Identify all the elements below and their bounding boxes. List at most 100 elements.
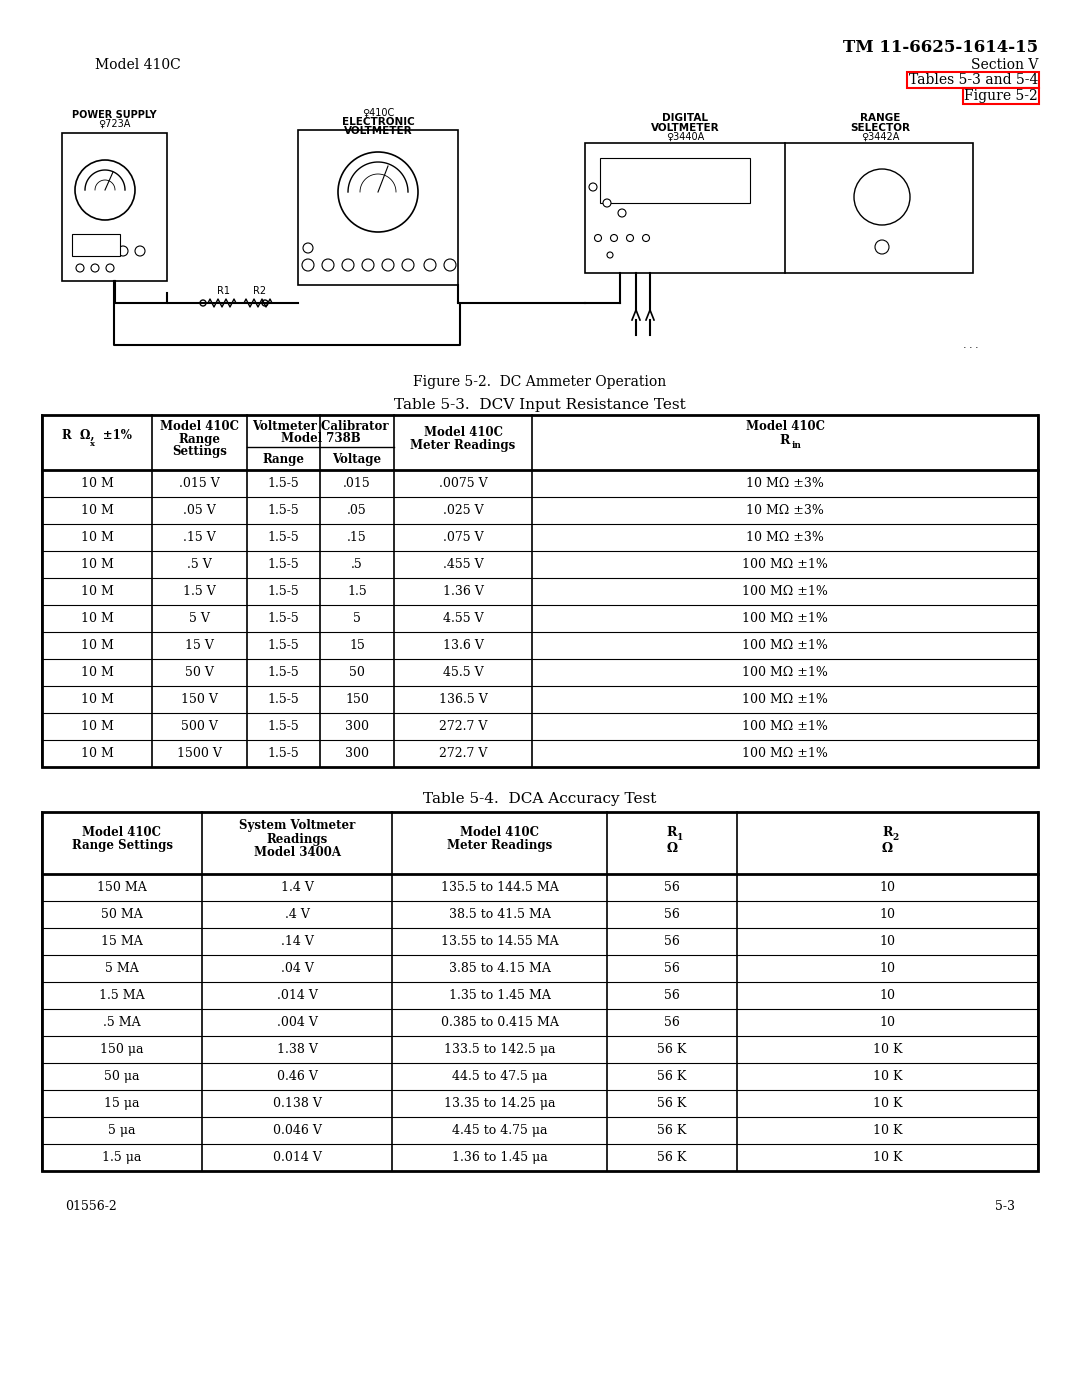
Text: DIGITAL: DIGITAL	[662, 113, 708, 123]
Bar	[72, 234, 120, 256]
Text: 56 K: 56 K	[658, 1071, 687, 1083]
Text: 38.5 to 41.5 MA: 38.5 to 41.5 MA	[448, 907, 551, 921]
Text: 5 MA: 5 MA	[105, 962, 139, 974]
Circle shape	[607, 252, 613, 258]
Text: .015 V: .015 V	[179, 477, 220, 491]
Text: 10 MΩ ±3%: 10 MΩ ±3%	[746, 477, 824, 491]
Bar	[298, 130, 458, 284]
Circle shape	[402, 259, 414, 270]
Text: 10 M: 10 M	[81, 719, 113, 733]
Circle shape	[594, 234, 602, 241]
Text: 150: 150	[346, 693, 369, 705]
Text: 13.55 to 14.55 MA: 13.55 to 14.55 MA	[441, 935, 558, 948]
Text: 100 MΩ ±1%: 100 MΩ ±1%	[742, 612, 828, 625]
Text: R: R	[882, 825, 893, 839]
Text: Tables 5-3 and 5-4: Tables 5-3 and 5-4	[908, 72, 1038, 86]
Text: .15 V: .15 V	[184, 531, 216, 544]
Text: 56: 56	[664, 881, 680, 894]
Text: 136.5 V: 136.5 V	[438, 693, 487, 705]
Text: 15 MA: 15 MA	[102, 935, 143, 948]
Text: .455 V: .455 V	[443, 558, 484, 572]
Text: R2: R2	[254, 286, 267, 296]
Text: 272.7 V: 272.7 V	[438, 747, 487, 760]
Text: 100 MΩ ±1%: 100 MΩ ±1%	[742, 747, 828, 760]
Text: .0075 V: .0075 V	[438, 477, 487, 491]
Text: 56: 56	[664, 935, 680, 948]
Text: 10 M: 10 M	[81, 693, 113, 705]
Text: 56 K: 56 K	[658, 1097, 687, 1110]
Text: 10 K: 10 K	[873, 1043, 902, 1057]
Text: Section V: Section V	[971, 59, 1038, 72]
Text: 4.45 to 4.75 μa: 4.45 to 4.75 μa	[451, 1124, 548, 1138]
Text: 1.5-5: 1.5-5	[268, 558, 299, 572]
Circle shape	[382, 259, 394, 270]
Text: 15 μa: 15 μa	[105, 1097, 139, 1110]
Text: Figure 5-2: Figure 5-2	[964, 89, 1038, 103]
Text: VOLTMETER: VOLTMETER	[650, 123, 719, 132]
Bar	[585, 144, 973, 273]
Text: 13.35 to 14.25 μa: 13.35 to 14.25 μa	[444, 1097, 555, 1110]
Text: 1.5-5: 1.5-5	[268, 477, 299, 491]
Text: ELECTRONIC: ELECTRONIC	[341, 117, 415, 127]
Text: 1.36 V: 1.36 V	[443, 585, 484, 598]
Text: Range Settings: Range Settings	[71, 839, 173, 852]
Text: 3.85 to 4.15 MA: 3.85 to 4.15 MA	[448, 962, 551, 974]
Text: 1.5 MA: 1.5 MA	[99, 988, 145, 1002]
Text: .: .	[975, 340, 978, 350]
Text: 56 K: 56 K	[658, 1043, 687, 1057]
Text: 100 MΩ ±1%: 100 MΩ ±1%	[742, 585, 828, 598]
Text: 1500 V: 1500 V	[177, 747, 221, 760]
Text: Ω: Ω	[882, 842, 893, 855]
Text: 10: 10	[879, 935, 895, 948]
Text: Model 410C: Model 410C	[423, 427, 502, 439]
Circle shape	[854, 169, 910, 224]
Text: 0.014 V: 0.014 V	[272, 1151, 322, 1164]
Text: .004 V: .004 V	[276, 1016, 318, 1029]
Text: x: x	[90, 441, 95, 447]
Text: .15: .15	[347, 531, 367, 544]
Text: 50 V: 50 V	[185, 666, 214, 679]
Text: ♀723A: ♀723A	[98, 118, 131, 130]
Text: 56: 56	[664, 988, 680, 1002]
Text: .5: .5	[351, 558, 363, 572]
Circle shape	[118, 245, 129, 256]
Text: Meter Readings: Meter Readings	[410, 439, 515, 452]
Text: 15 V: 15 V	[185, 638, 214, 652]
Text: .014 V: .014 V	[276, 988, 318, 1002]
Text: 50 μa: 50 μa	[105, 1071, 139, 1083]
Circle shape	[444, 259, 456, 270]
Text: .: .	[963, 340, 967, 350]
Text: .05: .05	[347, 505, 367, 517]
Circle shape	[76, 263, 84, 272]
Bar	[600, 158, 750, 204]
Text: 0.46 V: 0.46 V	[276, 1071, 318, 1083]
Text: 10: 10	[879, 907, 895, 921]
Text: 5 V: 5 V	[189, 612, 210, 625]
Text: 10 K: 10 K	[873, 1097, 902, 1110]
Text: 150 MA: 150 MA	[97, 881, 147, 894]
Circle shape	[73, 245, 83, 256]
Text: 10 M: 10 M	[81, 558, 113, 572]
Text: 1.5-5: 1.5-5	[268, 612, 299, 625]
Text: Readings: Readings	[267, 832, 327, 846]
Text: Range: Range	[262, 453, 305, 466]
Text: 13.6 V: 13.6 V	[443, 638, 484, 652]
Circle shape	[135, 245, 145, 256]
Text: .04 V: .04 V	[281, 962, 313, 974]
Text: 1.5-5: 1.5-5	[268, 693, 299, 705]
Text: 15: 15	[349, 638, 365, 652]
Text: Model 410C: Model 410C	[95, 59, 180, 72]
Text: 10 M: 10 M	[81, 531, 113, 544]
Text: 50: 50	[349, 666, 365, 679]
Circle shape	[200, 300, 206, 307]
Text: 56: 56	[664, 962, 680, 974]
Text: System Voltmeter: System Voltmeter	[239, 820, 355, 832]
Text: 1.5-5: 1.5-5	[268, 638, 299, 652]
Text: .075 V: .075 V	[443, 531, 484, 544]
Text: 1.5 μa: 1.5 μa	[103, 1151, 141, 1164]
Text: 300: 300	[345, 719, 369, 733]
Text: 150 V: 150 V	[181, 693, 218, 705]
Circle shape	[603, 199, 611, 206]
Text: 10 M: 10 M	[81, 638, 113, 652]
Text: VOLTMETER: VOLTMETER	[343, 125, 413, 137]
